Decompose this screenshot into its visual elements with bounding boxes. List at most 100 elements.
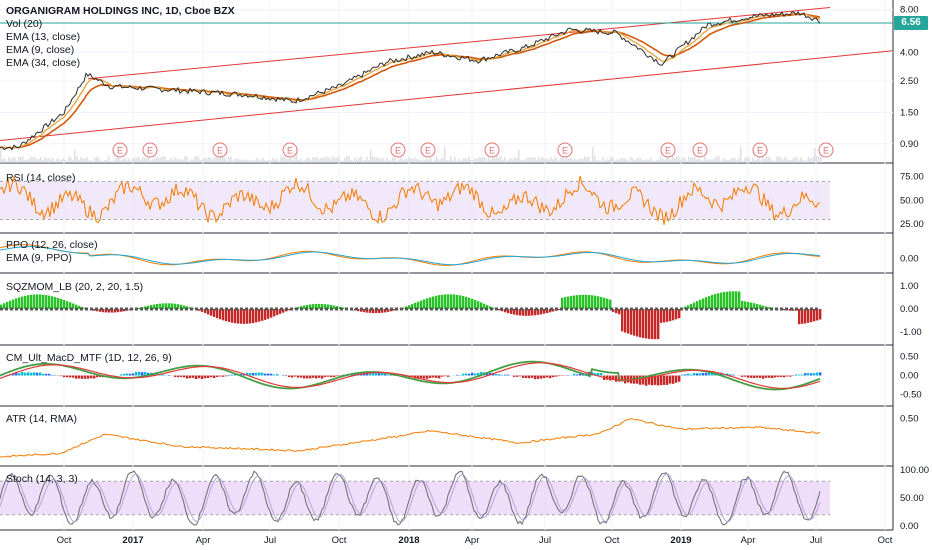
- volume-bar: [52, 157, 54, 163]
- macd-hist-bar: [207, 375, 210, 378]
- macd-hist-bar: [795, 374, 798, 376]
- macd-hist-bar: [438, 375, 441, 379]
- macd-hist-bar: [621, 375, 624, 382]
- macd-hist-bar: [54, 374, 57, 376]
- squeeze-bar: [327, 304, 330, 309]
- macd-hist-bar: [219, 375, 222, 377]
- squeeze-bar: [282, 309, 285, 313]
- volume-bar: [508, 159, 510, 163]
- volume-bar: [594, 156, 596, 163]
- squeeze-bar: [465, 296, 468, 309]
- volume-bar: [14, 157, 16, 163]
- volume-bar: [330, 159, 332, 163]
- volume-bar: [470, 160, 472, 163]
- volume-bar: [808, 156, 810, 163]
- squeeze-bar: [222, 309, 225, 321]
- squeeze-bar: [561, 297, 564, 309]
- volume-bar: [668, 157, 670, 163]
- volume-bar: [36, 158, 38, 163]
- volume-bar: [76, 156, 78, 163]
- volume-bar: [804, 160, 806, 163]
- macd-hist-bar: [669, 375, 672, 384]
- volume-bar: [388, 160, 390, 163]
- volume-bar: [378, 158, 380, 163]
- squeeze-bar: [546, 309, 549, 314]
- volume-bar: [248, 160, 250, 163]
- volume-bar: [784, 157, 786, 163]
- volume-bar: [790, 159, 792, 163]
- pane-tick-label: -1.00: [900, 327, 922, 338]
- volume-bar: [158, 158, 160, 163]
- macd-hist-bar: [789, 375, 792, 377]
- pane-tick-label: 50.00: [900, 195, 924, 206]
- squeeze-bar: [63, 300, 66, 309]
- volume-bar: [444, 146, 446, 163]
- macd-hist-bar: [123, 373, 126, 376]
- volume-bar: [476, 158, 478, 163]
- volume-bar: [796, 157, 798, 163]
- macd-hist-bar: [48, 373, 51, 376]
- squeeze-bar: [408, 305, 411, 309]
- squeeze-bar: [423, 299, 426, 309]
- volume-bar: [334, 157, 336, 163]
- macd-hist-bar: [768, 375, 771, 378]
- macd-hist-bar: [315, 375, 318, 379]
- volume-bar: [352, 160, 354, 163]
- squeeze-bar: [69, 302, 72, 309]
- volume-bar: [2, 158, 4, 163]
- volume-bar: [542, 157, 544, 163]
- volume-bar: [488, 157, 490, 163]
- squeeze-bar: [357, 309, 360, 312]
- volume-bar: [366, 157, 368, 163]
- squeeze-bar: [468, 297, 471, 309]
- volume-bar: [350, 159, 352, 163]
- macd-hist-bar: [432, 375, 435, 378]
- volume-bar: [246, 159, 248, 163]
- volume-bar: [732, 157, 734, 163]
- volume-bar: [18, 156, 20, 163]
- volume-bar: [326, 156, 328, 163]
- volume-bar: [54, 160, 56, 163]
- volume-bar: [38, 159, 40, 163]
- volume-bar: [530, 157, 532, 163]
- volume-bar: [758, 157, 760, 163]
- macd-hist-bar: [672, 375, 675, 384]
- squeeze-bar: [306, 304, 309, 309]
- volume-bar: [706, 159, 708, 163]
- earnings-marker: [660, 142, 676, 158]
- macd-hist-bar: [213, 375, 216, 379]
- squeeze-bar: [660, 309, 663, 323]
- macd-hist-bar: [81, 375, 84, 379]
- squeeze-bar: [213, 309, 216, 317]
- squeeze-bar: [177, 304, 180, 309]
- squeeze-bar: [783, 309, 786, 311]
- volume-bar: [560, 157, 562, 163]
- volume-bar: [260, 160, 262, 163]
- macd-hist-bar: [420, 375, 423, 379]
- squeeze-bar: [798, 309, 801, 325]
- volume-bar: [782, 159, 784, 163]
- squeeze-bar: [78, 305, 81, 309]
- volume-bar: [582, 158, 584, 163]
- earnings-marker-label: E: [757, 146, 763, 156]
- macd-hist-bar: [267, 373, 270, 376]
- volume-bar: [342, 160, 344, 163]
- squeeze-bar: [180, 304, 183, 309]
- squeeze-bar: [456, 294, 459, 309]
- macd-hist-bar: [480, 372, 483, 376]
- squeeze-bar: [36, 294, 39, 309]
- rsi-label: RSI (14, close): [6, 172, 76, 184]
- atr-label: ATR (14, RMA): [6, 413, 77, 425]
- atr-legend: ATR (14, RMA): [6, 413, 77, 426]
- volume-bar: [412, 158, 414, 163]
- volume-bar: [688, 156, 690, 163]
- x-tick-label: Apr: [741, 535, 756, 546]
- macd-hist-bar: [537, 375, 540, 379]
- macd-hist-bar: [732, 374, 735, 376]
- stoch-legend: Stoch (14, 3, 3): [6, 473, 78, 486]
- pane-tick-label: 1.00: [900, 281, 919, 292]
- ppo-signal-line: [0, 246, 821, 266]
- volume-bar: [276, 158, 278, 163]
